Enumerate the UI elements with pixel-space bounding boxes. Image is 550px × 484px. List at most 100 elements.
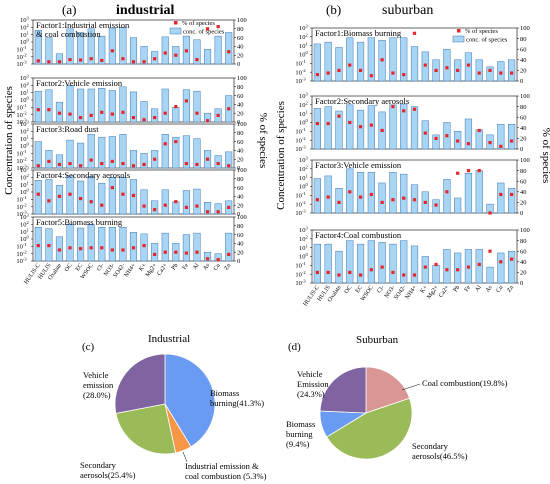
tick-label-left: 100 — [299, 252, 309, 261]
tick-label-right: 80 — [520, 168, 527, 175]
marker-Pb — [456, 139, 460, 143]
tick-label-right: 20 — [520, 68, 527, 75]
marker-Fe — [466, 265, 471, 269]
tick-label-left: 102 — [299, 165, 308, 174]
marker-Al — [477, 262, 481, 267]
bar-Ca2+ — [443, 179, 451, 214]
category-label: K+ — [420, 284, 430, 294]
bar-Mg2+ — [151, 200, 159, 215]
marker-HULIS-C — [36, 244, 40, 248]
tick-label-left: 101 — [20, 30, 29, 39]
marker-WSOC — [89, 246, 93, 250]
tick-label-right: 40 — [237, 148, 244, 155]
marker-Pb — [174, 53, 178, 57]
category-label: As — [202, 262, 211, 271]
pie-label: Biomass burning (9.4%) — [286, 419, 315, 449]
factor-label: Factor1:Biomass burning — [315, 28, 402, 38]
bar-Fe — [182, 190, 190, 215]
pie-label: Biomass burning(41.3%) — [210, 388, 264, 408]
marker-Fe — [184, 251, 188, 255]
tick-label-right: 100 — [520, 25, 530, 32]
category-label: NH4+ — [405, 284, 419, 300]
bar-Fe — [464, 118, 473, 150]
tick-label-right: 100 — [237, 75, 247, 82]
bar-NO3- — [108, 227, 116, 262]
bar-As — [204, 49, 212, 65]
marker-WSOC — [369, 123, 373, 127]
marker-NH4+ — [412, 107, 417, 111]
y-axis-title-right: % of species — [257, 113, 269, 169]
bar-HULIS-C — [313, 178, 321, 214]
marker-Al — [477, 71, 481, 75]
factor-label: Factor2:Secondary aerosols — [315, 96, 409, 106]
tick-label-left: 10-2 — [16, 52, 26, 61]
marker-K+ — [423, 63, 427, 67]
tick-label-left: 103 — [299, 226, 309, 235]
marker-Ca2+ — [163, 203, 167, 207]
marker-Cu — [216, 113, 220, 117]
tick-label-right: 100 — [237, 167, 247, 174]
marker-OC — [68, 162, 72, 166]
marker-As — [488, 141, 492, 145]
bar-Al — [193, 232, 201, 262]
marker-Zn — [510, 257, 514, 261]
marker-SO42- — [402, 73, 406, 77]
tick-label-left: 101 — [20, 134, 29, 143]
bar-HULIS-C — [313, 243, 321, 284]
marker-Zn — [227, 50, 231, 54]
marker-K+ — [142, 162, 146, 167]
tick-label-right: 0 — [237, 119, 240, 126]
tick-label-left: 100 — [20, 96, 30, 105]
panel-a-title: industrial — [116, 3, 174, 18]
marker-HULIS — [47, 199, 51, 203]
bar-Al — [475, 129, 483, 150]
tick-label-right: 100 — [237, 121, 247, 128]
tick-label-right: 60 — [520, 178, 527, 185]
panel-d-title: Suburban — [356, 334, 399, 346]
category-label: Pb — [453, 285, 462, 294]
bar-Pb — [172, 136, 180, 169]
pie-label: Secondary aerosols(25.4%) — [80, 460, 136, 480]
marker-Cu — [216, 25, 220, 29]
category-label: NH4+ — [124, 262, 138, 278]
tick-label-right: 20 — [237, 156, 244, 163]
tick-label-left: 10-2 — [16, 110, 26, 119]
bar-Mg2+ — [432, 265, 440, 284]
tick-label-right: 20 — [237, 202, 244, 209]
tick-label-right: 20 — [237, 110, 244, 117]
tick-label-right: 80 — [237, 176, 244, 183]
bar-NH4+ — [129, 37, 138, 65]
bar-Zn — [508, 188, 516, 214]
bar-K+ — [140, 233, 148, 262]
marker-SO42- — [402, 273, 406, 277]
marker-K+ — [423, 200, 427, 204]
bar-Ca2+ — [161, 134, 169, 169]
bar-Cl- — [378, 182, 386, 214]
panel-a-letter: (a) — [62, 2, 76, 17]
bar-Ca2+ — [161, 189, 169, 215]
marker-NO3- — [110, 49, 114, 53]
category-label: Al — [192, 262, 201, 271]
category-label: Mg2+ — [426, 284, 440, 300]
marker-EC — [79, 247, 83, 251]
marker-EC — [358, 125, 363, 129]
pie-slice — [115, 403, 177, 455]
marker-Ca2+ — [445, 134, 449, 138]
category-label: K+ — [138, 262, 148, 272]
bar-WSOC — [367, 240, 375, 284]
bar-Zn — [508, 124, 516, 150]
bar-As — [204, 202, 212, 215]
bar-EC — [77, 227, 85, 262]
marker-Oxalate — [57, 194, 62, 198]
panel-b-title: suburban — [382, 3, 433, 18]
bar-Oxalate — [55, 185, 63, 215]
bar-Fe — [182, 89, 190, 123]
marker-OC — [68, 192, 72, 196]
marker-Pb — [456, 268, 460, 272]
marker-NO3- — [391, 71, 395, 75]
tick-label-left: 102 — [20, 173, 29, 182]
marker-Mg2+ — [434, 262, 438, 267]
category-label: Zn — [224, 263, 233, 272]
